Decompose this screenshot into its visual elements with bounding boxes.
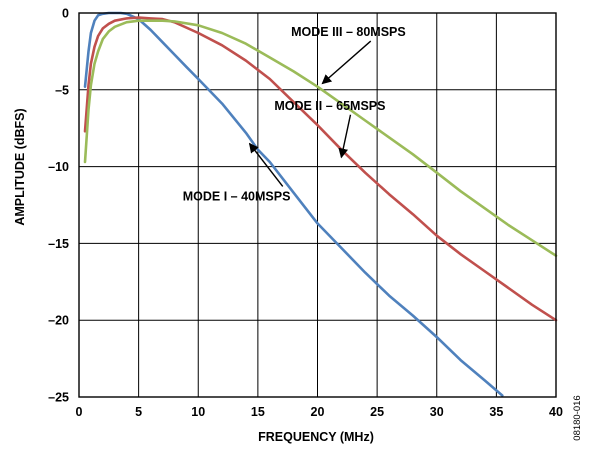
figure-id: 08180-016 bbox=[572, 395, 583, 440]
annotation-label: MODE I – 40MSPS bbox=[183, 189, 291, 203]
x-tick-label: 0 bbox=[76, 405, 83, 419]
x-tick-label: 5 bbox=[135, 405, 142, 419]
x-tick-label: 25 bbox=[370, 405, 384, 419]
plot-frame bbox=[78, 12, 557, 398]
x-tick-labels: 0 5 10 15 20 25 30 35 40 bbox=[76, 405, 563, 419]
annotation-label: MODE III – 80MSPS bbox=[291, 25, 406, 39]
series-line-2 bbox=[83, 16, 558, 322]
x-tick-label: 10 bbox=[191, 405, 205, 419]
y-tick-label: –25 bbox=[48, 391, 69, 405]
annotations: MODE III – 80MSPS MODE II – 65MSPS MODE I … bbox=[183, 25, 406, 203]
annotation-arrow bbox=[321, 40, 372, 85]
y-tick-labels: 0 –5 –10 –15 –20 –25 bbox=[48, 7, 69, 405]
y-tick-label: –10 bbox=[48, 160, 69, 174]
series-line-3 bbox=[83, 19, 558, 257]
series-lines bbox=[83, 11, 558, 397]
y-tick-label: –20 bbox=[48, 314, 69, 328]
y-tick-label: 0 bbox=[62, 7, 69, 21]
series-line-1 bbox=[83, 11, 504, 397]
annotation-label: MODE II – 65MSPS bbox=[274, 99, 385, 113]
x-tick-label: 40 bbox=[549, 405, 563, 419]
y-tick-label: –5 bbox=[55, 83, 69, 97]
x-tick-label: 15 bbox=[251, 405, 265, 419]
annotation-arrow bbox=[338, 114, 352, 159]
annotation-arrow bbox=[248, 142, 284, 187]
grid bbox=[78, 12, 557, 398]
x-axis-title: FREQUENCY (MHz) bbox=[258, 430, 374, 444]
x-tick-label: 30 bbox=[430, 405, 444, 419]
x-tick-label: 20 bbox=[311, 405, 325, 419]
y-tick-label: –15 bbox=[48, 237, 69, 251]
y-axis-title: AMPLITUDE (dBFS) bbox=[13, 108, 27, 225]
x-tick-label: 35 bbox=[489, 405, 503, 419]
